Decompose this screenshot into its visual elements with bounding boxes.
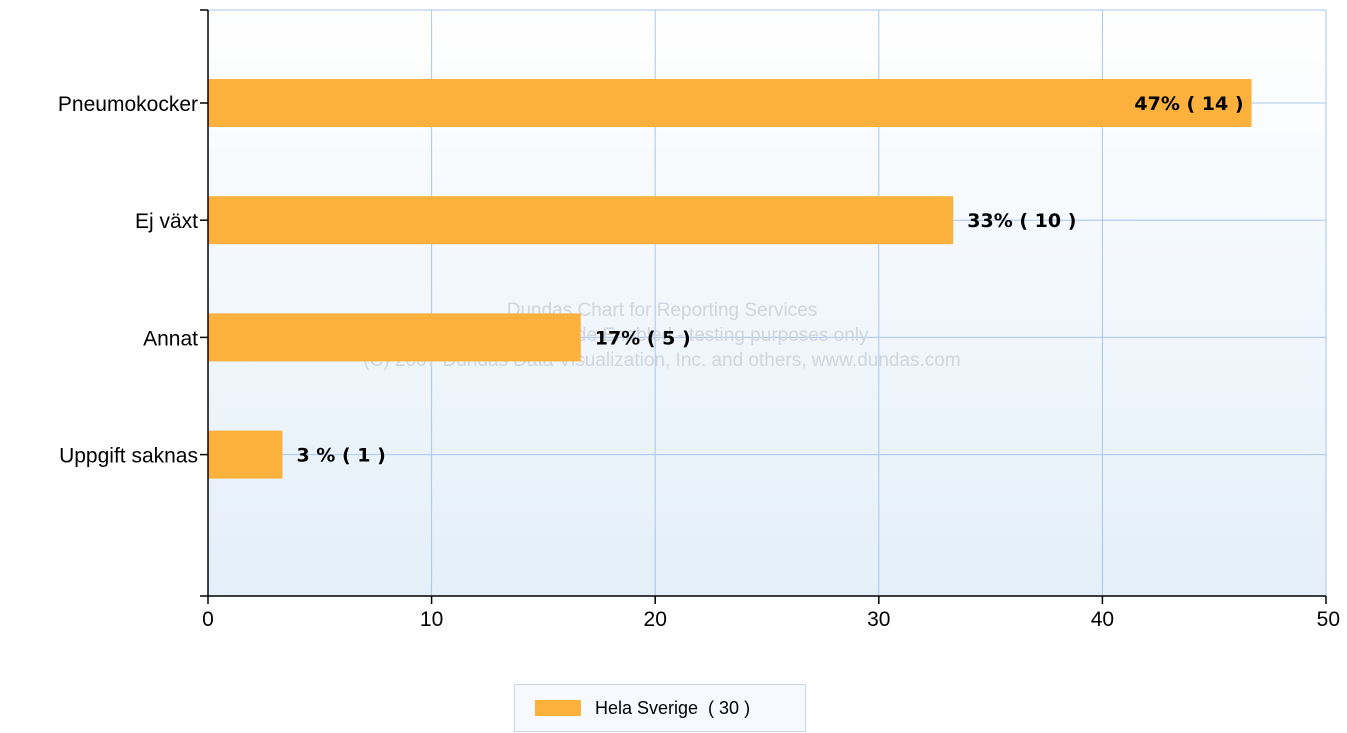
bar xyxy=(208,79,1252,127)
bars xyxy=(208,79,1252,479)
category-label: Annat xyxy=(143,327,198,350)
x-tick-label: 30 xyxy=(867,608,890,631)
tick-labels: 0 10 20 30 40 50 xyxy=(202,608,1340,631)
axes xyxy=(200,9,1327,604)
data-labels: 47% ( 14 ) 33% ( 10 ) 17% ( 5 ) 3 % ( 1 ) xyxy=(296,93,1243,467)
data-label: 47% ( 14 ) xyxy=(1134,93,1243,115)
bar xyxy=(208,430,283,479)
watermark-line: Dundas Chart for Reporting Services xyxy=(507,300,817,321)
legend-label: Hela Sverige ( 30 ) xyxy=(595,697,751,718)
x-tick-label: 20 xyxy=(644,608,667,631)
x-tick-label: 40 xyxy=(1091,608,1114,631)
category-label: Uppgift saknas xyxy=(59,445,198,468)
category-label: Ej växt xyxy=(135,210,198,233)
legend: Hela Sverige ( 30 ) xyxy=(514,684,806,732)
x-tick-label: 0 xyxy=(202,608,214,631)
x-tick-label: 10 xyxy=(420,608,443,631)
data-label: 3 % ( 1 ) xyxy=(296,445,385,467)
legend-swatch xyxy=(535,700,581,716)
data-label: 17% ( 5 ) xyxy=(595,327,691,349)
category-labels: Pneumokocker Ej växt Annat Uppgift saknas xyxy=(58,93,198,468)
category-label: Pneumokocker xyxy=(58,93,198,116)
bar xyxy=(208,313,581,362)
x-tick-label: 50 xyxy=(1317,608,1340,631)
data-label: 33% ( 10 ) xyxy=(967,210,1076,232)
bar xyxy=(208,196,954,245)
